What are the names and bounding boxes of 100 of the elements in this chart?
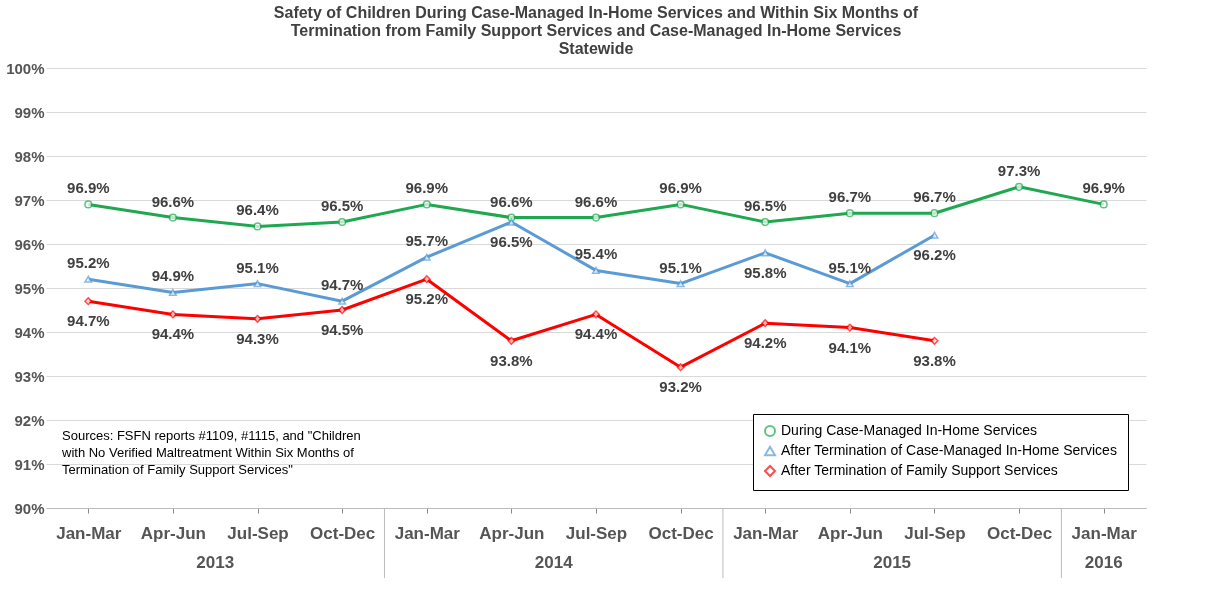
data-label: 96.9% <box>67 179 110 197</box>
point <box>676 279 685 288</box>
point <box>253 314 262 323</box>
data-label: 96.5% <box>320 197 364 214</box>
data-label: 96.6% <box>574 192 618 210</box>
point <box>1014 182 1024 191</box>
data-label: 93.8% <box>913 351 956 369</box>
point <box>84 297 93 306</box>
y-tick-label: 94% <box>14 323 45 341</box>
data-label: 96.6% <box>490 192 533 210</box>
point <box>591 213 601 222</box>
text: Termination from Family Support Services and Case-Managed In-Home Services <box>290 22 902 39</box>
y-tick-label: 93% <box>14 367 45 385</box>
point <box>84 200 93 209</box>
text: Safety of Children During Case-Managed In-Home Services and Within Six Months of <box>273 4 919 21</box>
point <box>1099 200 1108 209</box>
y-tick-label: 98% <box>14 147 45 165</box>
y-tick-label: 92% <box>14 411 45 429</box>
y-tick-label: 99% <box>14 103 45 121</box>
point <box>253 279 262 288</box>
data-label: 94.5% <box>320 321 364 338</box>
x-tick-label: Jul-Sep <box>565 523 628 543</box>
data-label: 96.4% <box>236 201 279 219</box>
data-label: 95.2% <box>67 254 110 272</box>
data-label: 97.3% <box>997 161 1041 179</box>
data-label: 96.7% <box>828 188 872 206</box>
data-label: 94.7% <box>320 276 364 294</box>
point <box>168 213 178 222</box>
data-label: 96.9% <box>1082 179 1125 197</box>
x-tick-label: Jul-Sep <box>904 523 966 543</box>
point <box>591 266 601 275</box>
text: 2015 <box>873 553 912 572</box>
text: Statewide <box>558 40 634 57</box>
point <box>591 310 601 319</box>
data-label: 95.7% <box>405 232 449 250</box>
x-tick-label: Oct-Dec <box>986 523 1053 543</box>
point <box>507 218 516 226</box>
point <box>930 336 939 345</box>
point <box>338 305 347 315</box>
data-label: 96.2% <box>913 246 956 264</box>
text: 2014 <box>534 553 574 572</box>
x-tick-label: Apr-Jun <box>817 523 883 543</box>
data-label: 94.4% <box>151 325 195 343</box>
point <box>338 297 347 305</box>
point <box>422 200 431 209</box>
point <box>422 275 431 284</box>
data-label: 94.9% <box>151 267 195 285</box>
point <box>253 222 262 231</box>
y-tick-label: 97% <box>14 191 45 209</box>
text: 2016 <box>1084 553 1123 572</box>
point <box>168 288 178 297</box>
point <box>168 310 178 319</box>
data-label: 95.4% <box>574 245 618 263</box>
point <box>761 217 770 227</box>
x-tick-label: Oct-Dec <box>310 523 376 543</box>
y-tick-label: 91% <box>14 455 45 473</box>
point <box>761 319 770 328</box>
point <box>845 209 854 218</box>
point <box>422 253 431 261</box>
data-label: 94.2% <box>743 334 787 352</box>
x-tick-label: Jul-Sep <box>227 523 289 543</box>
point <box>676 363 685 372</box>
legend-label: After Termination of Case-Managed In-Home Services <box>781 442 1117 458</box>
x-tick-label: Jan-Mar <box>56 523 122 543</box>
data-label: 96.9% <box>405 179 449 197</box>
data-label: 95.1% <box>828 258 872 276</box>
x-tick-label: Apr-Jun <box>479 523 545 543</box>
data-label: 94.4% <box>574 325 618 343</box>
x-tick-label: Jan-Mar <box>394 523 461 543</box>
x-tick-label: Apr-Jun <box>140 523 207 543</box>
legend-label: After Termination of Family Support Services <box>781 462 1058 478</box>
annotation: Sources: FSFN reports #1109, #1115, and "Children with No Verified Maltreatment Within Six Months of Termination of Family Support Services" <box>61 428 361 477</box>
text: 2013 <box>196 553 235 572</box>
x-tick-label: Jan-Mar <box>1071 523 1138 543</box>
data-label: 96.5% <box>490 233 533 250</box>
data-label: 93.8% <box>490 351 533 369</box>
data-label: 95.8% <box>743 263 787 281</box>
legend-label: During Case-Managed In-Home Services <box>781 422 1037 438</box>
data-label: 95.1% <box>659 258 702 276</box>
y-tick-label: 96% <box>14 235 45 253</box>
data-label: 96.5% <box>743 197 787 214</box>
point <box>761 249 770 257</box>
data-label: 96.9% <box>659 179 702 197</box>
data-label: 96.7% <box>913 188 956 206</box>
y-tick-label: 95% <box>14 279 45 297</box>
point <box>845 279 854 288</box>
data-label: 94.7% <box>67 312 110 330</box>
y-tick-label: 90% <box>14 499 45 517</box>
data-label: 94.1% <box>828 338 872 356</box>
x-tick-label: Jan-Mar <box>733 523 799 543</box>
point <box>845 323 854 332</box>
point <box>930 209 939 218</box>
point <box>84 275 93 283</box>
x-tick-label: Oct-Dec <box>648 523 714 543</box>
point <box>676 200 685 209</box>
point <box>507 336 516 345</box>
data-label: 96.6% <box>151 192 195 210</box>
data-label: 93.2% <box>659 378 702 396</box>
point <box>338 217 347 227</box>
point <box>930 231 939 239</box>
